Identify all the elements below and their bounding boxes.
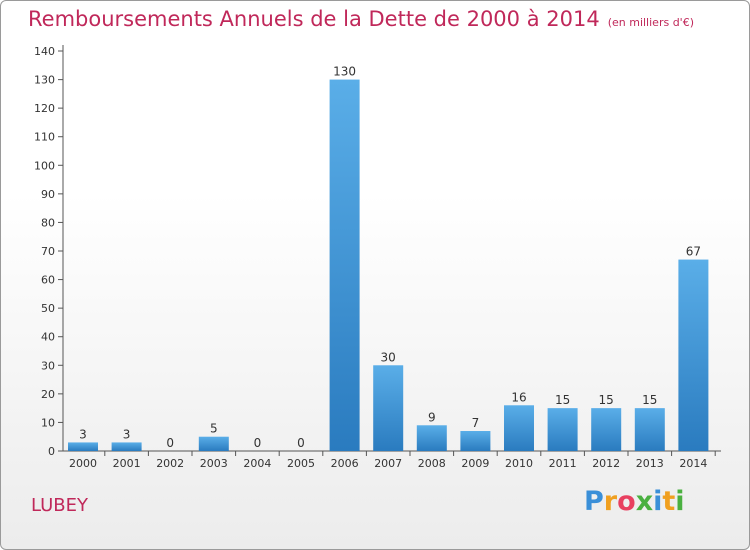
x-tick-label: 2011 (549, 457, 577, 470)
x-tick-label: 2002 (156, 457, 184, 470)
y-tick-label: 30 (41, 359, 55, 372)
y-tick-label: 110 (34, 131, 55, 144)
commune-name: LUBEY (31, 495, 89, 516)
logo-letter: i (653, 486, 663, 517)
x-tick-label: 2008 (418, 457, 446, 470)
chart-title-text: Remboursements Annuels de la Dette de 20… (28, 7, 600, 31)
x-tick-label: 2003 (200, 457, 228, 470)
logo-letter: t (662, 486, 676, 517)
x-tick-label: 2005 (287, 457, 315, 470)
bar-value-label: 5 (210, 422, 218, 436)
proxiti-logo: Proxiti (584, 486, 685, 517)
bar-value-label: 30 (381, 350, 396, 364)
x-tick-label: 2007 (374, 457, 402, 470)
x-axis: 2000 2001 2002 2003 2004 2005 2006 2007 2008 2009… (63, 450, 721, 470)
x-tick-label: 2001 (113, 457, 141, 470)
bar (329, 79, 360, 452)
bar (634, 408, 665, 451)
chart-title: Remboursements Annuels de la Dette de 20… (28, 7, 694, 31)
bar-value-label: 3 (123, 427, 131, 441)
x-tick-label: 2012 (592, 457, 620, 470)
y-tick-label: 20 (41, 388, 55, 401)
bar-value-label: 7 (472, 416, 480, 430)
x-tick-label: 2000 (69, 457, 97, 470)
y-tick-label: 140 (34, 45, 55, 58)
y-tick-label: 80 (41, 216, 55, 229)
bar-value-label: 15 (555, 393, 570, 407)
bar (678, 259, 709, 451)
y-tick-label: 90 (41, 188, 55, 201)
bar (111, 442, 142, 451)
bars (68, 79, 709, 452)
y-axis: 0 10 20 30 40 50 60 70 80 90 100 110 120 130 140 (34, 45, 64, 458)
logo-letter: P (584, 486, 604, 517)
y-tick-label: 60 (41, 274, 55, 287)
bar (373, 365, 404, 451)
bar-value-label: 15 (642, 393, 657, 407)
bar (198, 436, 229, 451)
x-tick-label: 2009 (461, 457, 489, 470)
y-tick-label: 100 (34, 159, 55, 172)
bar-value-label: 0 (254, 436, 262, 450)
x-tick-label: 2013 (636, 457, 664, 470)
y-tick-label: 70 (41, 245, 55, 258)
bar-value-label: 130 (333, 65, 356, 79)
y-tick-label: 40 (41, 331, 55, 344)
bar (547, 408, 578, 451)
logo-letter: x (635, 486, 654, 517)
x-tick-label: 2004 (243, 457, 271, 470)
bar-value-label: 15 (599, 393, 614, 407)
bar (460, 431, 491, 451)
bar-value-label: 0 (297, 436, 305, 450)
y-tick-label: 50 (41, 302, 55, 315)
bar (504, 405, 534, 451)
logo-letter: r (603, 486, 618, 517)
logo-letter: i (675, 486, 685, 517)
bar-value-label: 3 (79, 427, 87, 441)
bar-value-label: 67 (686, 245, 701, 259)
bar-value-label: 9 (428, 410, 436, 424)
y-tick-label: 120 (34, 102, 55, 115)
logo-letter: o (617, 486, 636, 517)
x-tick-label: 2006 (331, 457, 359, 470)
x-tick-label: 2010 (505, 457, 533, 470)
y-tick-label: 10 (41, 416, 55, 429)
bar (68, 442, 98, 451)
bar-value-label: 16 (511, 390, 526, 404)
x-tick-label: 2014 (679, 457, 707, 470)
bar (591, 408, 622, 451)
y-tick-label: 0 (48, 445, 55, 458)
bar (416, 425, 447, 451)
chart-unit-note: (en milliers d'€) (607, 16, 694, 29)
bar-value-label: 0 (166, 436, 174, 450)
y-tick-label: 130 (34, 74, 55, 87)
